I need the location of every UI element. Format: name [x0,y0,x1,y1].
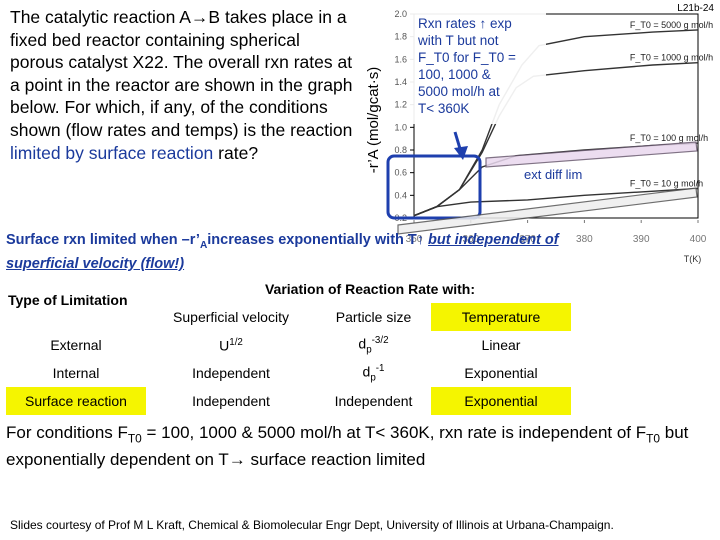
annotation-box [410,12,546,124]
conclusion-sub2: T0 [646,431,661,446]
row-velocity: Independent [192,393,270,409]
x-tick-label: 380 [576,234,593,245]
curve-label: F_T0 = 10 g mol/h [630,179,703,189]
conclusion-part2: = 100, 1000 & 5000 mol/h at T< 360K, rxn… [141,423,647,442]
particle-exp: -1 [375,362,385,374]
particle-sub: p [370,372,376,384]
particle-base: d [358,335,367,352]
row-temperature: Exponential [431,387,571,415]
note-underlined: but independent of superficial velocity … [6,232,559,272]
annotation-line: with T but not [417,33,499,48]
row-type: Surface reaction [6,387,146,415]
conclusion-part1: For conditions F [6,423,128,442]
annotation-line: T< 360K [418,101,469,116]
y-tick-label: 0.8 [394,145,407,155]
velocity-exp: 1/2 [229,336,243,348]
rate-vs-temperature-chart: -r’A (mol/gcat·s) F_T0 = 5000 g mol/hF_T… [365,9,713,264]
col-header-particle: Particle size [335,309,412,325]
col-header-temperature: Temperature [431,303,571,331]
annotation-line: 5000 mol/h at [418,84,500,99]
ext-diff-band-2 [397,187,698,235]
particle-exp: -3/2 [371,334,389,346]
particle-sub: p [366,344,372,356]
ext-diff-label: ext diff lim [524,167,582,182]
row-type: Internal [52,365,100,381]
y-tick-label: 0.6 [394,168,407,178]
y-tick-label: 1.8 [394,32,407,42]
y-tick-label: 1.0 [394,122,407,132]
row-particle: dp-3/2 [316,331,431,359]
annotation-line: 100, 1000 & [418,67,491,82]
question-part1: The catalytic reaction A→B takes place i… [10,7,353,140]
x-tick-label: 360 [462,234,479,245]
y-tick-label: 0.4 [394,190,407,200]
conclusion-sub1: T0 [127,431,142,446]
table-header-row: Superficial velocity Particle size Tempe… [6,303,571,331]
footer-credit: Slides courtesy of Prof M L Kraft, Chemi… [10,518,614,532]
x-tick-label: 370 [519,234,536,245]
curve-label: F_T0 = 1000 g mol/h [630,53,713,63]
conclusion-text: For conditions FT0 = 100, 1000 & 5000 mo… [6,422,718,471]
curve-labels: F_T0 = 5000 g mol/h F_T0 = 1000 g mol/h F_… [630,20,713,189]
surface-limited-note: Surface rxn limited when –r’Aincreases e… [6,231,566,273]
ext-diff-band-1 [485,141,698,168]
x-tick-label: 400 [690,234,707,245]
question-text: The catalytic reaction A→B takes place i… [10,6,355,164]
table-row: External U1/2 dp-3/2 Linear [6,331,571,359]
curve-label: F_T0 = 100 g mol/h [630,133,708,143]
y-tick-label: 1.2 [394,100,407,110]
chart-annotation: Rxn rates ↑ exp with T but not F_T0 for F_… [417,16,516,116]
annotation-arrowhead [454,146,468,160]
y-tick-label: 2.0 [394,9,407,19]
x-axis-label: T(K) [684,254,702,264]
note-part1: Surface rxn limited when –r’ [6,232,200,248]
velocity-base: U [219,337,230,354]
row-type: External [50,337,102,353]
row-particle: dp-1 [316,359,431,387]
question-highlight: limited by surface reaction [10,142,214,163]
y-axis-label: -r’A (mol/gcat·s) [365,67,382,173]
row-temperature: Exponential [464,365,538,381]
type-of-limitation-header: Type of Limitation [8,292,128,308]
note-subscript: A [199,239,208,251]
y-tick-label: 1.6 [394,54,407,64]
row-velocity: Independent [192,365,270,381]
row-particle: Independent [334,393,413,409]
limitation-table: Superficial velocity Particle size Tempe… [6,303,571,415]
conclusion-part3: but exponentially dependent on T→ surfac… [6,423,689,470]
variation-header: Variation of Reaction Rate with: [264,281,476,297]
annotation-line: F_T0 for F_T0 = [418,50,516,65]
table-row: Internal Independent dp-1 Exponential [6,359,571,387]
curve-label: F_T0 = 5000 g mol/h [630,20,713,30]
table-row: Surface reaction Independent Independent… [6,387,571,415]
x-tick-label: 390 [633,234,650,245]
row-velocity: U1/2 [146,331,316,359]
question-part3: rate? [213,142,259,163]
highlight-box [386,154,482,220]
y-tick-label: 1.4 [394,77,407,87]
slide-id: L21b-24 [677,3,714,14]
x-tick-label: 350 [406,234,423,245]
annotation-line: Rxn rates ↑ exp [418,16,512,31]
y-axis-label-text: -r’A (mol/gcat·s) [365,67,382,173]
curve-line [413,187,699,217]
row-temperature: Linear [481,337,521,353]
note-part2: increases exponentially with T↑ [207,232,429,248]
col-header-velocity: Superficial velocity [173,309,289,325]
particle-base: d [362,363,371,380]
